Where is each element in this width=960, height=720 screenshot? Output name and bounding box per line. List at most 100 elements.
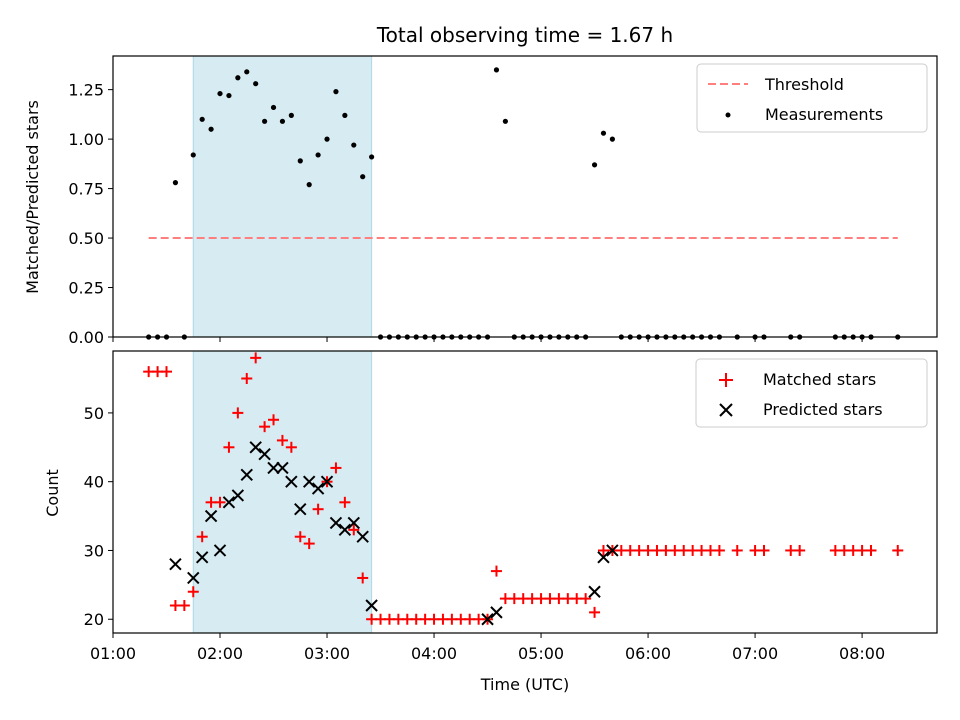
measurement-point xyxy=(502,118,508,124)
predicted-star-marker xyxy=(347,516,360,530)
bottom-plot-frame xyxy=(112,350,938,634)
bottom-x-tick-label: 07:00 xyxy=(732,644,778,663)
matched-star-marker xyxy=(303,538,315,550)
top-y-axis: 0.00 0.25 0.50 0.75 1.00 1.25 xyxy=(68,81,113,347)
measurement-point xyxy=(360,174,366,180)
matched-star-marker xyxy=(196,531,208,543)
matched-star-marker xyxy=(250,352,262,364)
top-panel: 0.00 0.25 0.50 0.75 1.00 1.25 Matched/Predict… xyxy=(23,55,938,347)
predicted-star-marker xyxy=(311,482,325,495)
bottom-y-tick-label: 30 xyxy=(84,541,104,560)
top-y-tick-label: 1.25 xyxy=(68,81,104,100)
top-legend: Threshold Measurements xyxy=(696,63,928,133)
legend-matched-label: Matched stars xyxy=(763,370,876,389)
measurement-point xyxy=(342,112,348,118)
predicted-star-marker xyxy=(267,461,280,475)
measurement-point xyxy=(351,142,357,148)
predicted-star-marker xyxy=(195,551,209,564)
matched-star-marker xyxy=(580,593,592,605)
matched-star-marker xyxy=(865,544,877,556)
bottom-predicted-layer xyxy=(169,441,619,626)
matched-star-marker xyxy=(490,565,502,577)
bottom-y-axis-label: Count xyxy=(43,469,62,517)
legend-measurements-swatch xyxy=(725,112,731,118)
legend-measurements-label: Measurements xyxy=(765,105,883,124)
matched-star-marker xyxy=(232,407,244,419)
predicted-star-marker xyxy=(169,558,182,571)
measurement-point xyxy=(172,180,179,186)
predicted-star-marker xyxy=(302,475,316,488)
measurement-point xyxy=(315,152,321,158)
predicted-star-marker xyxy=(365,599,378,612)
top-y-tick-label: 0.75 xyxy=(68,180,104,199)
bottom-shaded-interval xyxy=(192,350,373,634)
bottom-y-tick-label: 50 xyxy=(84,404,104,423)
bottom-matched-layer xyxy=(143,352,904,625)
predicted-star-marker xyxy=(276,461,289,475)
top-legend-box xyxy=(696,63,928,133)
measurement-point xyxy=(253,81,259,87)
matched-star-marker xyxy=(294,531,306,543)
matched-star-marker xyxy=(589,606,601,618)
predicted-star-marker xyxy=(231,489,245,502)
top-shaded-interval xyxy=(192,55,373,338)
top-plot-frame xyxy=(112,55,938,338)
matched-star-marker xyxy=(178,599,190,611)
legend-matched-swatch xyxy=(719,373,733,387)
measurement-point xyxy=(609,136,615,142)
measurement-point xyxy=(235,75,241,81)
predicted-star-marker xyxy=(320,475,334,488)
matched-star-marker xyxy=(285,441,297,453)
predicted-star-marker xyxy=(249,441,262,454)
predicted-star-marker xyxy=(338,523,352,537)
matched-star-marker xyxy=(357,572,369,584)
measurement-point xyxy=(208,126,214,132)
measurement-point xyxy=(270,104,277,111)
matched-star-marker xyxy=(187,586,199,598)
measurement-point xyxy=(600,130,607,136)
matched-star-marker xyxy=(223,441,235,453)
matched-star-marker xyxy=(268,414,280,426)
matched-star-marker xyxy=(161,366,173,378)
bottom-x-tick-label: 03:00 xyxy=(304,644,350,663)
matched-star-marker xyxy=(330,462,342,474)
matched-star-marker xyxy=(713,544,725,556)
matched-star-marker xyxy=(312,503,324,515)
matched-star-marker xyxy=(276,434,288,446)
predicted-star-marker xyxy=(258,447,271,461)
measurement-point xyxy=(262,118,268,124)
predicted-star-marker xyxy=(213,544,227,557)
measurement-point xyxy=(244,69,250,75)
matched-star-marker xyxy=(758,544,770,556)
predicted-star-marker xyxy=(222,496,236,509)
bottom-y-tick-label: 40 xyxy=(84,473,104,492)
top-y-tick-label: 1.00 xyxy=(68,130,104,149)
bottom-x-tick-label: 02:00 xyxy=(197,644,243,663)
matched-star-marker xyxy=(892,544,904,556)
bottom-legend-box xyxy=(695,358,928,428)
predicted-star-marker xyxy=(588,585,601,598)
predicted-star-marker xyxy=(597,551,610,564)
measurement-point xyxy=(591,162,598,168)
legend-threshold-label: Threshold xyxy=(764,75,844,94)
bottom-x-axis: 01:00 02:00 03:00 04:00 05:00 06:00 07:00 08:00 xyxy=(90,633,885,663)
bottom-legend: Matched stars Predicted stars xyxy=(695,358,928,428)
bottom-x-tick-label: 05:00 xyxy=(518,644,564,663)
legend-predicted-swatch xyxy=(719,403,733,417)
measurement-point xyxy=(199,116,205,122)
measurement-point xyxy=(369,154,375,160)
measurement-point xyxy=(333,89,339,95)
measurement-point xyxy=(324,136,330,142)
matched-star-marker xyxy=(259,421,271,433)
top-y-tick-label: 0.00 xyxy=(68,328,104,347)
measurement-point xyxy=(306,182,312,188)
measurement-point xyxy=(226,92,232,99)
predicted-star-marker xyxy=(294,502,307,516)
chart-title: Total observing time = 1.67 h xyxy=(376,23,673,47)
matched-star-marker xyxy=(794,544,806,556)
predicted-star-marker xyxy=(329,516,343,530)
predicted-star-marker xyxy=(481,613,494,626)
bottom-x-tick-label: 04:00 xyxy=(411,644,457,663)
